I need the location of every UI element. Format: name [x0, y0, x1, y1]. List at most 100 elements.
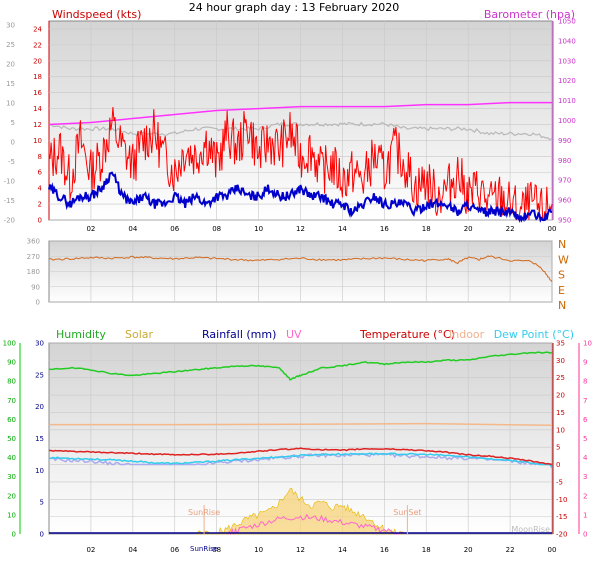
- baro-tick-label: 1030: [558, 57, 576, 65]
- baro-tick-label: 1000: [558, 117, 576, 125]
- humidity-tick-label: 70: [7, 397, 16, 405]
- humidity-line: [48, 351, 553, 381]
- baro-tick-label: 1020: [558, 77, 576, 85]
- outer-tick-label: 20: [6, 61, 15, 69]
- x-tick-label-top: 00: [548, 225, 557, 233]
- x-tick-label-top: 08: [212, 225, 221, 233]
- direction-tick-label: 90: [31, 283, 40, 291]
- rain-tick-label: 15: [35, 435, 44, 443]
- indoor-temperature-line: [49, 422, 553, 427]
- x-tick-label-bottom: 20: [464, 546, 473, 554]
- event-markers: SunRise SunSet SunRise MoonRise: [188, 505, 550, 553]
- humidity-tick-label: 100: [3, 340, 16, 348]
- uv-label: UV: [286, 328, 302, 341]
- x-tick-label-top: 02: [86, 225, 95, 233]
- wind-tick-label: 24: [33, 25, 42, 33]
- temp-tick-label: -10: [556, 496, 567, 504]
- x-tick-label-bottom: 12: [296, 546, 305, 554]
- baro-tick-label: 990: [558, 137, 571, 145]
- humidity-tick-label: 90: [7, 359, 16, 367]
- sunrise-axis-label: SunRise: [190, 545, 218, 553]
- x-tick-label-bottom: 00: [548, 546, 557, 554]
- wind-direction-line: [48, 255, 553, 283]
- direction-tick-label: 0: [36, 299, 40, 307]
- x-tick-label-bottom: 08: [212, 546, 221, 554]
- x-tick-label-top: 14: [338, 225, 347, 233]
- temp-tick-label: -15: [556, 513, 567, 521]
- dewpoint-label: Dew Point (°C): [494, 328, 574, 341]
- moonrise-label: MoonRise: [511, 525, 550, 534]
- uv-tick-label: 10: [583, 340, 592, 348]
- humidity-tick-label: 80: [7, 378, 16, 386]
- uv-tick-label: 6: [583, 416, 588, 424]
- humidity-tick-label: 40: [7, 454, 16, 462]
- sunset-label: SunSet: [393, 508, 421, 517]
- outer-tick-label: 15: [6, 80, 15, 88]
- outer-tick-label: -5: [8, 158, 15, 166]
- baro-tick-label: 950: [558, 217, 571, 225]
- x-tick-label-top: 16: [380, 225, 389, 233]
- humidity-tick-label: 60: [7, 416, 16, 424]
- x-tick-label-top: 20: [464, 225, 473, 233]
- wind-tick-label: 10: [33, 137, 42, 145]
- wind-tick-label: 20: [33, 57, 42, 65]
- rain-tick-label: 20: [35, 403, 44, 411]
- wind-tick-label: 0: [38, 217, 42, 225]
- uv-tick-label: 3: [583, 473, 587, 481]
- direction-tick-label: 360: [27, 238, 40, 246]
- wind-tick-label: 2: [38, 201, 42, 209]
- outer-tick-label: 5: [11, 119, 15, 127]
- windspeed-label: Windspeed (kts): [52, 8, 141, 21]
- dewpoint-line: [48, 452, 553, 468]
- compass-label: N: [558, 238, 566, 251]
- wind-gust-line: [48, 171, 553, 223]
- apparent-temperature-line: [48, 452, 553, 469]
- temp-tick-label: 20: [556, 392, 565, 400]
- temp-tick-label: 30: [556, 357, 565, 365]
- x-tick-label-top: 06: [170, 225, 179, 233]
- chart-title: 24 hour graph day : 13 February 2020: [189, 1, 400, 14]
- x-tick-label-top: 04: [128, 225, 137, 233]
- indoor-label: Indoor: [449, 328, 485, 341]
- baro-tick-label: 960: [558, 197, 571, 205]
- x-tick-label-top: 22: [506, 225, 515, 233]
- outer-tick-label: 10: [6, 100, 15, 108]
- wind-tick-label: 12: [33, 121, 42, 129]
- uv-tick-label: 4: [583, 454, 588, 462]
- outer-tick-label: -10: [4, 178, 15, 186]
- humidity-label: Humidity: [56, 328, 106, 341]
- uv-line: [227, 513, 406, 536]
- temperature-line: [49, 447, 553, 466]
- wind-tick-label: 14: [33, 105, 42, 113]
- uv-tick-label: 5: [583, 435, 587, 443]
- solar-label: Solar: [125, 328, 154, 341]
- temp-tick-label: 35: [556, 340, 565, 348]
- x-tick-label-bottom: 04: [128, 546, 137, 554]
- temp-tick-label: -5: [556, 478, 563, 486]
- direction-tick-label: 180: [27, 268, 40, 276]
- humidity-tick-label: 20: [7, 492, 16, 500]
- temperature-overlay-line: [48, 121, 553, 141]
- outer-tick-label: 25: [6, 41, 15, 49]
- baro-tick-label: 970: [558, 177, 571, 185]
- barometer-line: [48, 101, 552, 126]
- temp-tick-label: -20: [556, 531, 567, 539]
- baro-tick-label: 980: [558, 157, 571, 165]
- uv-tick-label: 9: [583, 359, 587, 367]
- uv-tick-label: 8: [583, 378, 587, 386]
- temp-tick-label: 0: [556, 461, 560, 469]
- rain-tick-label: 5: [40, 499, 44, 507]
- windspeed-line: [48, 107, 553, 222]
- wind-tick-label: 6: [38, 169, 43, 177]
- rain-tick-label: 10: [35, 467, 44, 475]
- x-tick-label-bottom: 18: [422, 546, 431, 554]
- wind-tick-label: 22: [33, 41, 42, 49]
- x-tick-label-top: 12: [296, 225, 305, 233]
- sunrise-label: SunRise: [188, 508, 220, 517]
- x-tick-label-bottom: 02: [86, 546, 95, 554]
- temp-tick-label: 5: [556, 444, 560, 452]
- temperature-label: Temperature (°C): [359, 328, 455, 341]
- x-tick-label-bottom: 16: [380, 546, 389, 554]
- uv-tick-label: 7: [583, 397, 587, 405]
